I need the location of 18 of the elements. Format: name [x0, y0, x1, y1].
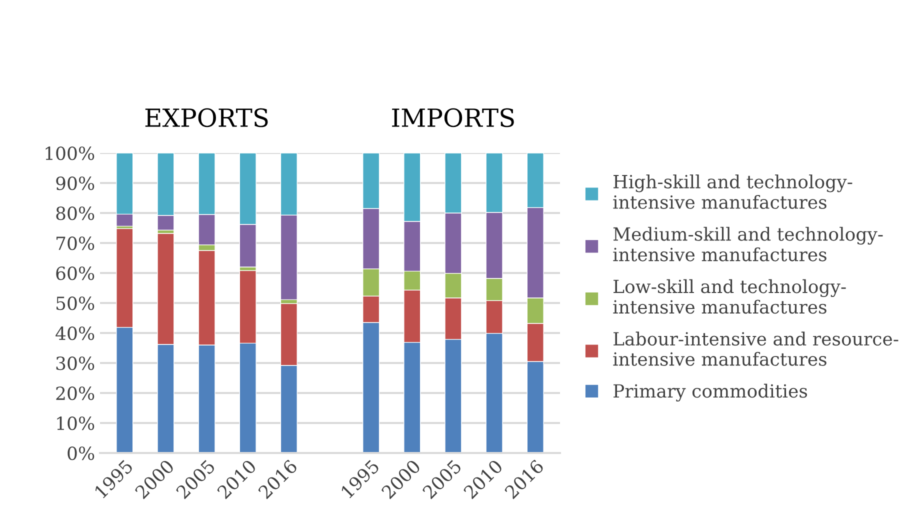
- y-tick-label: 70%: [56, 236, 94, 250]
- y-tick-label: 60%: [56, 266, 94, 280]
- y-tick-label: 30%: [56, 356, 94, 370]
- y-tick-label: 80%: [56, 206, 94, 220]
- legend-label: Labour-intensive and resource- intensive manufactures: [613, 332, 898, 366]
- y-tick-label: 100%: [46, 146, 94, 160]
- y-tick-label: 0%: [68, 446, 94, 460]
- y-tick-label: 10%: [57, 416, 94, 430]
- legend-label: High-skill and technology- intensive manufactures: [613, 174, 852, 209]
- y-tick-label: 40%: [56, 326, 94, 340]
- y-tick-label: 50%: [56, 296, 94, 310]
- legend-label: Medium-skill and technology- intensive manufactures: [613, 226, 883, 262]
- legend-label: Low-skill and technology- intensive manufactures: [613, 279, 846, 314]
- y-tick-label: 90%: [56, 176, 94, 190]
- y-tick-label: 20%: [56, 386, 94, 400]
- legend-label: Primary commodities: [614, 384, 808, 402]
- text: IMPORTS: [392, 108, 514, 128]
- text: EXPORTS: [145, 108, 268, 128]
